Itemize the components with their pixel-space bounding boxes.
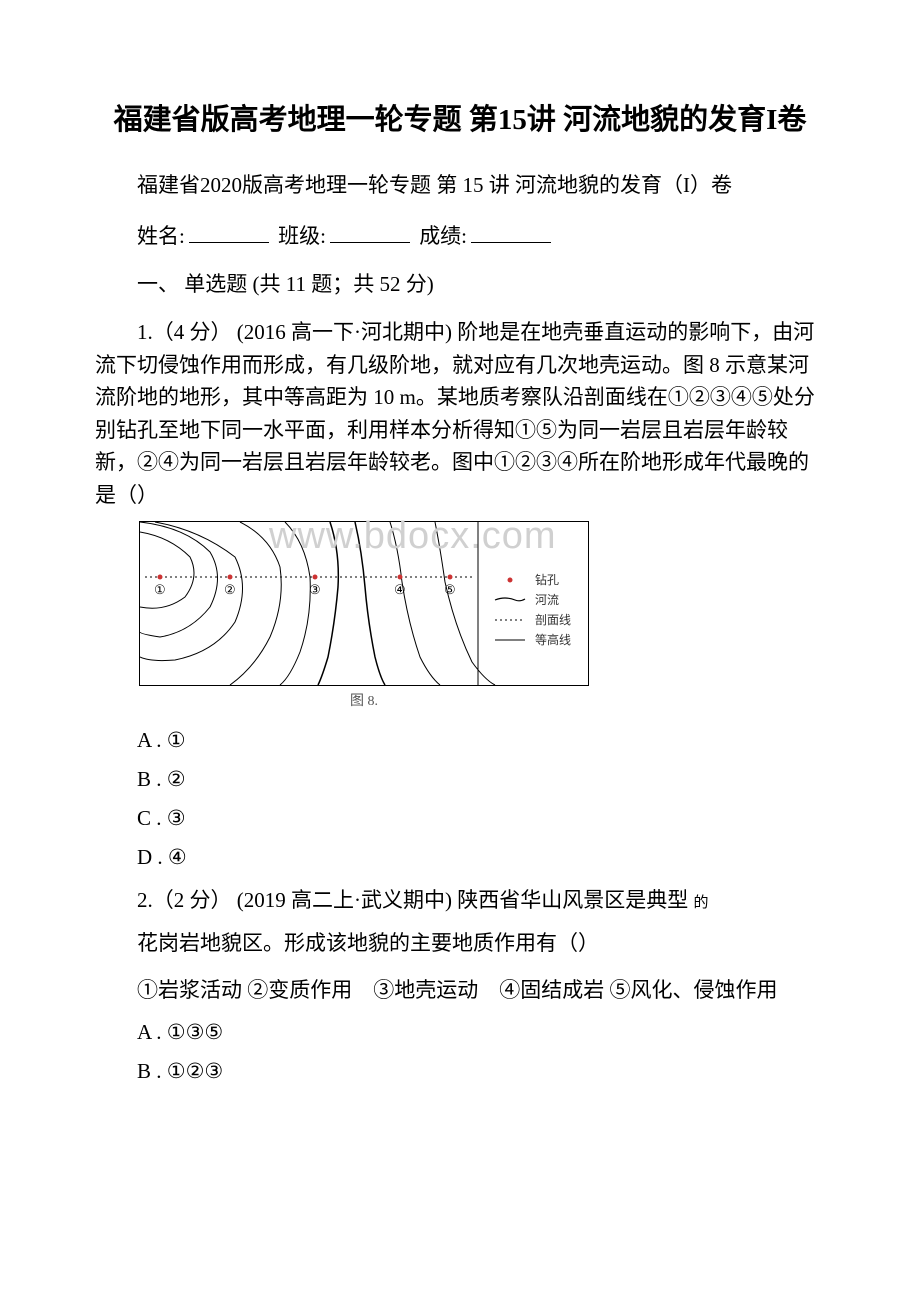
q1-option-c: C . ③ <box>95 806 825 831</box>
question-1-text: 1.（4 分） (2016 高一下·河北期中) 阶地是在地壳垂直运动的影响下，由… <box>95 316 825 511</box>
q2-options-text: ①岩浆活动 ②变质作用 ③地壳运动 ④固结成岩 ⑤风化、侵蚀作用 <box>95 974 825 1007</box>
class-label: 班级: <box>278 224 326 248</box>
figure-1: ① ② ③ ④ ⑤ 钻孔 河流 剖面线 <box>139 521 589 686</box>
section-header: 一、 单选题 (共 11 题；共 52 分) <box>95 268 825 298</box>
page-title: 福建省版高考地理一轮专题 第15讲 河流地貌的发育I卷 <box>95 100 825 141</box>
svg-text:③: ③ <box>309 582 321 597</box>
legend: 钻孔 河流 剖面线 等高线 <box>495 572 571 647</box>
score-underline <box>471 242 551 243</box>
svg-text:等高线: 等高线 <box>535 632 571 647</box>
q1-option-d: D . ④ <box>95 845 825 870</box>
subtitle: 福建省2020版高考地理一轮专题 第 15 讲 河流地貌的发育（I）卷 <box>95 169 825 203</box>
question-2-line1: 2.（2 分） (2019 高二上·武义期中) 陕西省华山风景区是典型 的 <box>95 884 825 917</box>
svg-text:钻孔: 钻孔 <box>535 572 559 587</box>
figure-caption: 图 8. <box>139 690 589 710</box>
drill-labels: ① ② ③ ④ ⑤ <box>154 582 456 597</box>
svg-text:剖面线: 剖面线 <box>535 613 571 627</box>
svg-text:①: ① <box>154 582 166 597</box>
q2-option-a: A . ①③⑤ <box>95 1020 825 1045</box>
q1-option-b: B . ② <box>95 767 825 792</box>
question-2-line2: 花岗岩地貌区。形成该地貌的主要地质作用有（） <box>95 927 825 960</box>
svg-text:⑤: ⑤ <box>444 582 456 597</box>
svg-text:④: ④ <box>394 582 406 597</box>
svg-text:②: ② <box>224 582 236 597</box>
form-line: 姓名: 班级: 成绩: <box>95 220 825 250</box>
contour-lines <box>140 522 495 685</box>
score-label: 成绩: <box>419 224 467 248</box>
q2-option-b: B . ①②③ <box>95 1059 825 1084</box>
q1-option-a: A . ① <box>95 728 825 753</box>
class-underline <box>330 242 410 243</box>
svg-text:河流: 河流 <box>535 593 559 607</box>
name-label: 姓名: <box>137 224 185 248</box>
name-underline <box>189 242 269 243</box>
figure-1-container: www.bdocx.com <box>139 521 825 710</box>
